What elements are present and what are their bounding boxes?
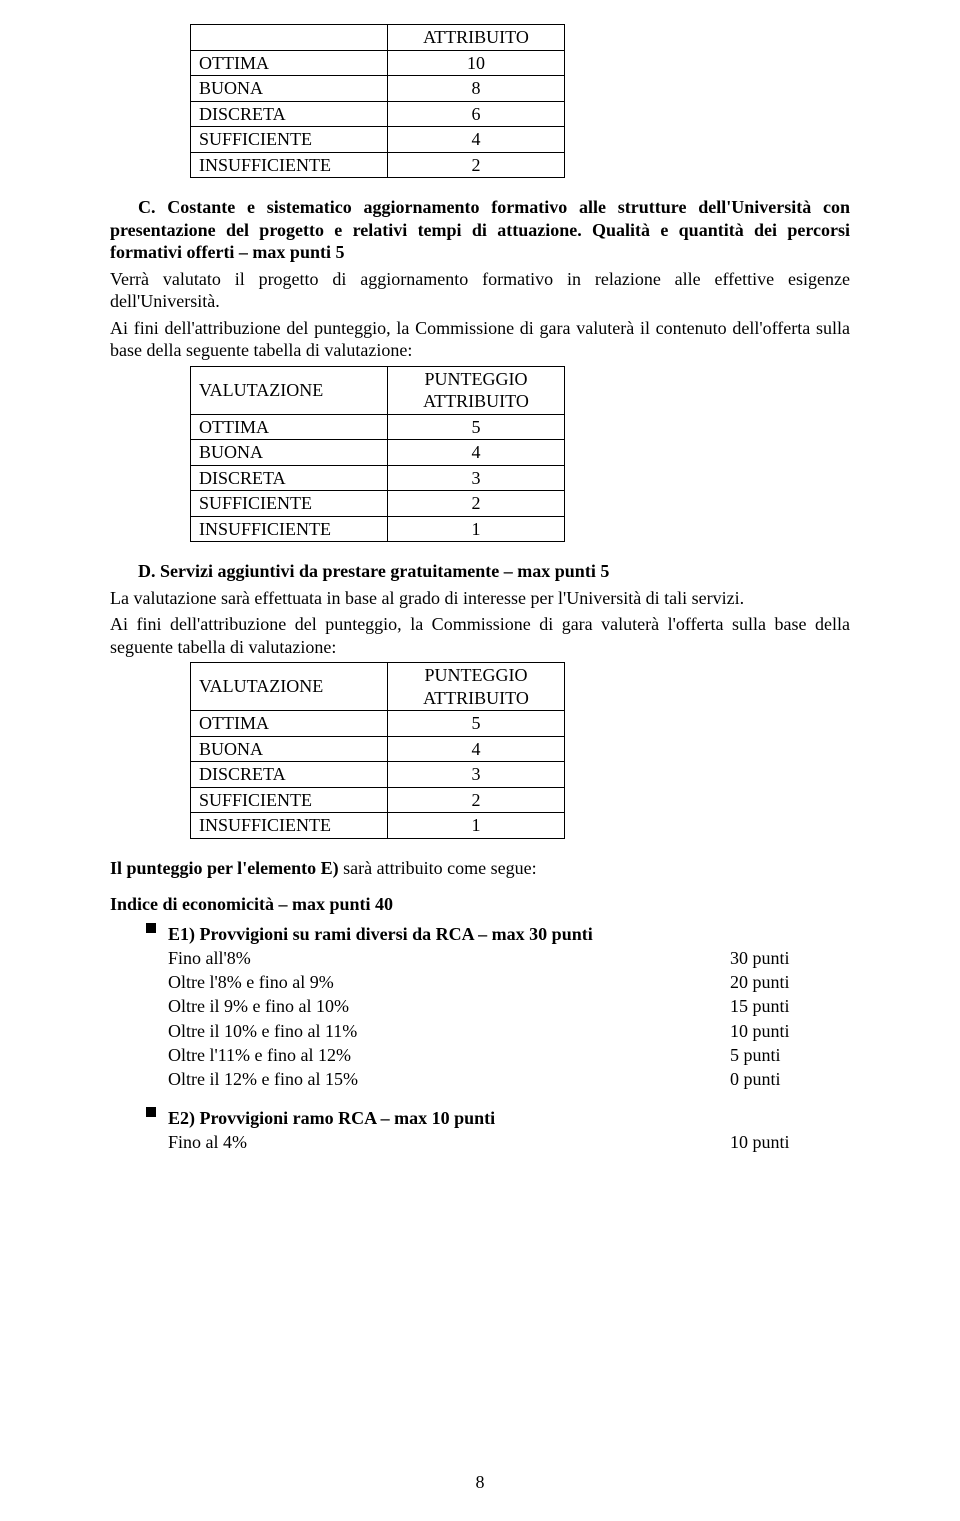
section-c-lead: C. Costante e sistematico aggiornamento … (110, 196, 850, 264)
table-valutazione-2: VALUTAZIONE PUNTEGGIO ATTRIBUITO OTTIMA … (190, 662, 565, 839)
indice-economicita: Indice di economicità – max punti 40 (110, 893, 850, 916)
section-d-p2: Ai fini dell'attribuzione del punteggio,… (110, 613, 850, 658)
section-c-heading: C. Costante e sistematico aggiornamento … (110, 197, 850, 262)
table-row: OTTIMA 5 (191, 711, 565, 737)
cell: 2 (388, 491, 565, 517)
cell: PUNTEGGIO ATTRIBUITO (388, 663, 565, 711)
cell: 2 (388, 787, 565, 813)
table-row: ATTRIBUITO (191, 25, 565, 51)
e1-row: Fino all'8% 30 punti (168, 946, 850, 970)
e1-row: Oltre il 9% e fino al 10% 15 punti (168, 994, 850, 1018)
bullet-e2-title: E2) Provvigioni ramo RCA – max 10 punti (168, 1106, 850, 1130)
cell: 3 (388, 762, 565, 788)
e1-label: Oltre il 9% e fino al 10% (168, 994, 730, 1018)
e2-row: Fino al 4% 10 punti (168, 1130, 850, 1154)
table-row: SUFFICIENTE 4 (191, 127, 565, 153)
table-row: DISCRETA 3 (191, 762, 565, 788)
bullet-e1-title: E1) Provvigioni su rami diversi da RCA –… (168, 922, 850, 946)
cell: INSUFFICIENTE (191, 516, 388, 542)
cell: 2 (388, 152, 565, 178)
table-row: BUONA 4 (191, 440, 565, 466)
cell: OTTIMA (191, 50, 388, 76)
cell: 1 (388, 516, 565, 542)
table-row: BUONA 4 (191, 736, 565, 762)
cell: VALUTAZIONE (191, 366, 388, 414)
section-d-p1: La valutazione sarà effettuata in base a… (110, 587, 850, 610)
section-d-lead: D. Servizi aggiuntivi da prestare gratui… (110, 560, 850, 583)
bullet-e1: E1) Provvigioni su rami diversi da RCA –… (146, 922, 850, 1092)
cell: 6 (388, 101, 565, 127)
e1-points: 5 punti (730, 1043, 850, 1067)
cell: OTTIMA (191, 414, 388, 440)
table-row: OTTIMA 10 (191, 50, 565, 76)
bullet-list: E1) Provvigioni su rami diversi da RCA –… (146, 922, 850, 1155)
section-d-heading: D. Servizi aggiuntivi da prestare gratui… (138, 561, 609, 581)
cell: PUNTEGGIO ATTRIBUITO (388, 366, 565, 414)
table-valutazione-1: VALUTAZIONE PUNTEGGIO ATTRIBUITO OTTIMA … (190, 366, 565, 543)
elemento-e-rest: sarà attribuito come segue: (339, 858, 537, 878)
cell: INSUFFICIENTE (191, 152, 388, 178)
cell: DISCRETA (191, 762, 388, 788)
e2-points: 10 punti (730, 1130, 850, 1154)
table-row: DISCRETA 6 (191, 101, 565, 127)
table-row: DISCRETA 3 (191, 465, 565, 491)
cell: SUFFICIENTE (191, 127, 388, 153)
table-row: INSUFFICIENTE 2 (191, 152, 565, 178)
square-bullet-icon (146, 923, 156, 933)
e1-label: Oltre il 10% e fino al 11% (168, 1019, 730, 1043)
cell: SUFFICIENTE (191, 491, 388, 517)
cell: 4 (388, 440, 565, 466)
cell: OTTIMA (191, 711, 388, 737)
elemento-e-intro: Il punteggio per l'elemento E) sarà attr… (110, 857, 850, 880)
cell: VALUTAZIONE (191, 663, 388, 711)
e1-row: Oltre l'11% e fino al 12% 5 punti (168, 1043, 850, 1067)
e1-points: 10 punti (730, 1019, 850, 1043)
page-number: 8 (0, 1472, 960, 1493)
cell: BUONA (191, 440, 388, 466)
cell: INSUFFICIENTE (191, 813, 388, 839)
cell (191, 25, 388, 51)
table-attribuito-top: ATTRIBUITO OTTIMA 10 BUONA 8 DISCRETA 6 … (190, 24, 565, 178)
cell: 1 (388, 813, 565, 839)
table-row: VALUTAZIONE PUNTEGGIO ATTRIBUITO (191, 663, 565, 711)
e1-label: Fino all'8% (168, 946, 730, 970)
e1-points: 30 punti (730, 946, 850, 970)
document-page: ATTRIBUITO OTTIMA 10 BUONA 8 DISCRETA 6 … (0, 0, 960, 1521)
cell: SUFFICIENTE (191, 787, 388, 813)
table-row: BUONA 8 (191, 76, 565, 102)
bullet-e2: E2) Provvigioni ramo RCA – max 10 punti … (146, 1106, 850, 1155)
table-row: OTTIMA 5 (191, 414, 565, 440)
cell: 10 (388, 50, 565, 76)
cell: 4 (388, 127, 565, 153)
e2-label: Fino al 4% (168, 1130, 730, 1154)
cell: 5 (388, 711, 565, 737)
table-row: INSUFFICIENTE 1 (191, 516, 565, 542)
e1-row: Oltre il 10% e fino al 11% 10 punti (168, 1019, 850, 1043)
square-bullet-icon (146, 1107, 156, 1117)
table-row: SUFFICIENTE 2 (191, 491, 565, 517)
e1-points: 15 punti (730, 994, 850, 1018)
e1-label: Oltre l'8% e fino al 9% (168, 970, 730, 994)
cell: BUONA (191, 76, 388, 102)
e1-label: Oltre il 12% e fino al 15% (168, 1067, 730, 1091)
elemento-e-bold: Il punteggio per l'elemento E) (110, 858, 339, 878)
e1-label: Oltre l'11% e fino al 12% (168, 1043, 730, 1067)
e1-points: 0 punti (730, 1067, 850, 1091)
table-row: VALUTAZIONE PUNTEGGIO ATTRIBUITO (191, 366, 565, 414)
e1-row: Oltre l'8% e fino al 9% 20 punti (168, 970, 850, 994)
cell: 4 (388, 736, 565, 762)
e1-row: Oltre il 12% e fino al 15% 0 punti (168, 1067, 850, 1091)
cell: BUONA (191, 736, 388, 762)
e1-points: 20 punti (730, 970, 850, 994)
table-row: INSUFFICIENTE 1 (191, 813, 565, 839)
cell: DISCRETA (191, 101, 388, 127)
cell: 8 (388, 76, 565, 102)
table-row: SUFFICIENTE 2 (191, 787, 565, 813)
cell: 3 (388, 465, 565, 491)
cell: 5 (388, 414, 565, 440)
cell: ATTRIBUITO (388, 25, 565, 51)
section-c-p2: Verrà valutato il progetto di aggiorname… (110, 268, 850, 313)
section-c-p3: Ai fini dell'attribuzione del punteggio,… (110, 317, 850, 362)
cell: DISCRETA (191, 465, 388, 491)
